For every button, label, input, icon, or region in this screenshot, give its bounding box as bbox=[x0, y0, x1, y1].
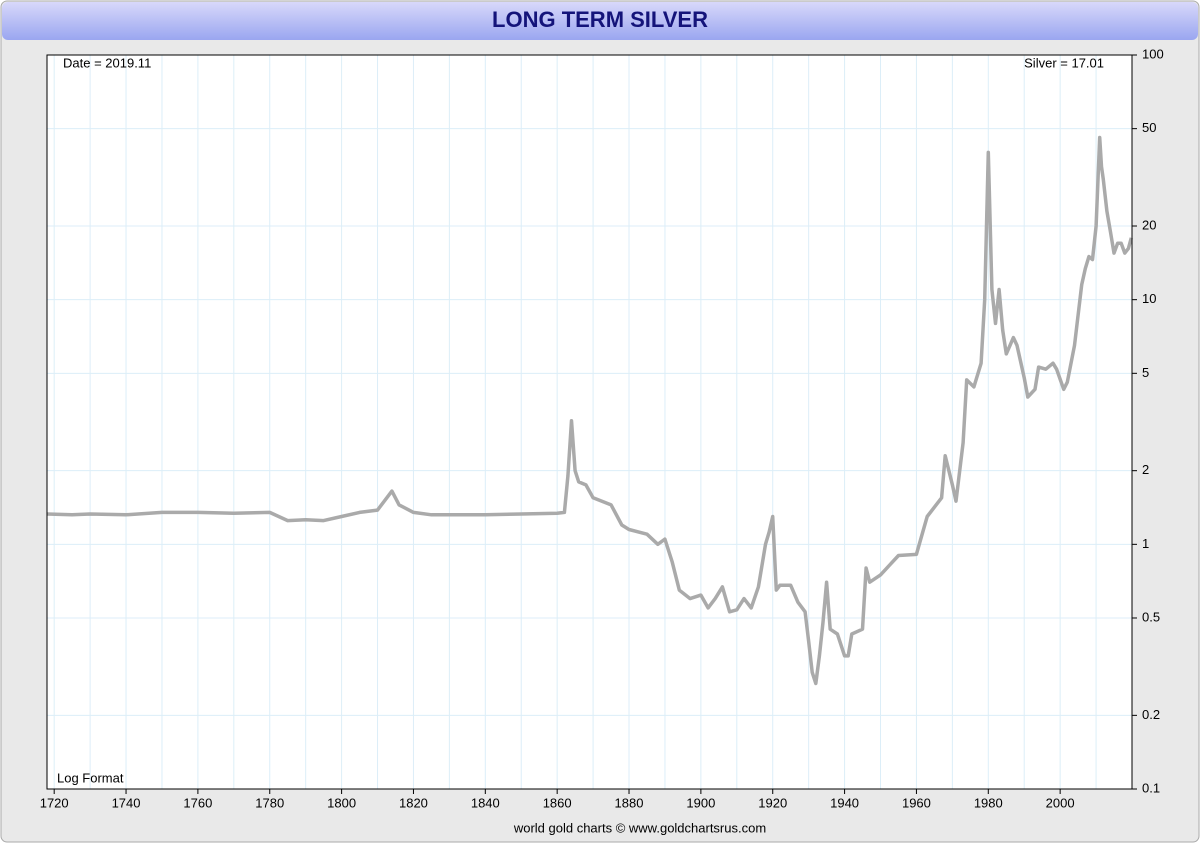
date-label: Date = 2019.11 bbox=[63, 55, 151, 70]
y-tick-label: 1 bbox=[1142, 536, 1149, 551]
x-tick-label: 1760 bbox=[183, 795, 212, 810]
x-tick-label: 1860 bbox=[543, 795, 572, 810]
y-tick-label: 10 bbox=[1142, 291, 1156, 306]
y-tick-label: 2 bbox=[1142, 462, 1149, 477]
x-tick-label: 1780 bbox=[255, 795, 284, 810]
source: world gold charts © www.goldchartsrus.co… bbox=[513, 820, 766, 835]
x-tick-label: 1900 bbox=[686, 795, 715, 810]
value-label: Silver = 17.01 bbox=[1024, 55, 1104, 70]
y-tick-label: 20 bbox=[1142, 217, 1156, 232]
y-tick-label: 5 bbox=[1142, 365, 1149, 380]
plot-area bbox=[47, 55, 1132, 789]
y-tick-label: 0.2 bbox=[1142, 707, 1160, 722]
x-tick-label: 1980 bbox=[974, 795, 1003, 810]
x-tick-label: 1920 bbox=[758, 795, 787, 810]
y-tick-label: 50 bbox=[1142, 120, 1156, 135]
x-tick-label: 1960 bbox=[902, 795, 931, 810]
y-tick-label: 0.1 bbox=[1142, 780, 1160, 795]
y-tick-label: 100 bbox=[1142, 46, 1164, 61]
chart-title: LONG TERM SILVER bbox=[492, 7, 708, 32]
y-tick-label: 0.5 bbox=[1142, 609, 1160, 624]
x-tick-label: 1880 bbox=[615, 795, 644, 810]
price-line bbox=[46, 135, 1133, 686]
x-tick-label: 1820 bbox=[399, 795, 428, 810]
x-tick-label: 1800 bbox=[327, 795, 356, 810]
x-tick-label: 1740 bbox=[112, 795, 141, 810]
x-tick-label: 1940 bbox=[830, 795, 859, 810]
x-tick-label: 2000 bbox=[1046, 795, 1075, 810]
x-tick-label: 1720 bbox=[40, 795, 69, 810]
scale-note: Log Format bbox=[57, 770, 124, 785]
plot-border bbox=[46, 54, 1133, 790]
title-bar bbox=[2, 2, 1198, 40]
x-tick-label: 1840 bbox=[471, 795, 500, 810]
